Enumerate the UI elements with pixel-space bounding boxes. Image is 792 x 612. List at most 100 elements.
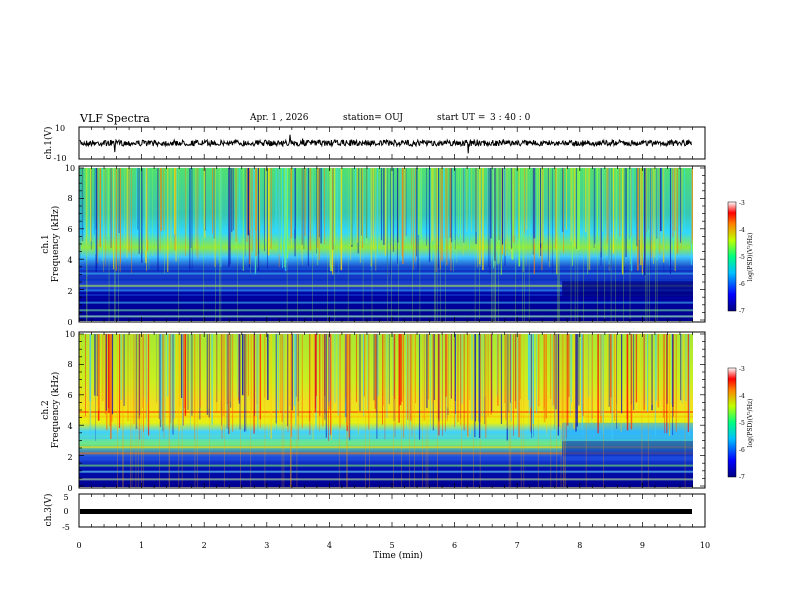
spectrogram-streak	[345, 334, 347, 423]
spectrogram-streak	[600, 168, 602, 258]
spectrogram-streak	[370, 168, 373, 267]
spectrogram-streak	[112, 168, 114, 270]
spectrogram-streak	[216, 334, 218, 413]
spectrogram-streak	[517, 334, 519, 439]
spectrogram-streak	[279, 334, 280, 424]
spectrogram-streak	[613, 334, 616, 422]
spectrogram-streak	[386, 334, 388, 419]
spectrogram-streak	[641, 168, 643, 274]
spectrogram-streak	[87, 168, 89, 239]
spectrogram-streak	[525, 168, 527, 267]
spectrogram-line	[194, 334, 196, 487]
spectrogram-streak	[510, 334, 512, 421]
spectrogram-line	[290, 334, 292, 487]
spectrogram-streak	[344, 334, 346, 403]
spectrogram-streak	[436, 168, 438, 246]
x-tick-10: 10	[700, 541, 710, 550]
spectrogram-streak	[375, 334, 377, 413]
spectrogram-streak	[548, 168, 549, 262]
spectrogram-streak	[223, 334, 225, 416]
spectrogram-streak	[138, 168, 140, 254]
spectrogram-streak	[654, 334, 656, 436]
spectrogram-streak	[490, 334, 492, 415]
spectrogram-streak	[490, 168, 492, 239]
spectrogram-streak	[336, 168, 338, 261]
spectrogram-streak	[176, 168, 178, 235]
spectrogram-streak	[487, 168, 489, 240]
spectrogram-streak	[508, 168, 510, 256]
spectrogram-streak	[482, 168, 484, 271]
spectrogram-streak	[503, 168, 505, 254]
spectrogram-streak	[523, 334, 525, 399]
spectrogram-streak	[393, 334, 395, 421]
spectrogram-streak	[191, 334, 193, 416]
spectrogram-streak	[454, 334, 456, 401]
spectrogram-streak	[220, 168, 222, 268]
spectrogram-streak	[658, 334, 660, 413]
spectrogram-streak	[542, 168, 544, 241]
spectrogram-streak	[578, 334, 580, 406]
spectrogram-streak	[554, 334, 556, 409]
spectrogram-streak	[607, 168, 610, 241]
ch2-ytick-2: 2	[67, 453, 72, 462]
start-time-value: 3 : 40 : 0	[490, 113, 531, 123]
spectrogram-streak	[411, 334, 413, 437]
spectrogram-streak	[334, 168, 337, 245]
spectrogram-streak	[576, 168, 578, 249]
spectrogram-line	[473, 334, 474, 487]
spectrogram-line	[414, 334, 415, 487]
ch2-spectrogram-marks	[79, 334, 693, 487]
spectrogram-streak	[460, 168, 461, 239]
x-tick-1: 1	[139, 541, 144, 550]
spectrogram-streak	[519, 334, 521, 400]
spectrogram-streak	[332, 168, 334, 250]
spectrogram-streak	[420, 168, 422, 243]
spectrogram-line	[196, 334, 198, 487]
ch3-trace	[80, 509, 692, 514]
spectrogram-line	[122, 334, 123, 487]
spectrogram-event-region	[562, 422, 693, 442]
spectrogram-streak	[572, 334, 575, 429]
spectrogram-line	[558, 168, 559, 321]
spectrogram-streak	[458, 168, 459, 235]
spectrogram-streak	[147, 168, 149, 240]
spectrogram-line	[364, 334, 366, 487]
spectrogram-streak	[204, 168, 206, 238]
spectrogram-streak	[647, 334, 649, 412]
spectrogram-streak	[484, 334, 486, 397]
spectrogram-streak	[505, 334, 507, 420]
spectrogram-line	[537, 334, 539, 487]
spectrogram-streak	[96, 334, 99, 396]
ch1-ytick-0: 0	[67, 318, 72, 327]
ch1-cbar-tick-6: -6	[739, 281, 745, 288]
spectrogram-streak	[164, 334, 166, 436]
spectrogram-line	[574, 168, 576, 321]
spectrogram-line	[425, 334, 427, 487]
spectrogram-streak	[481, 334, 484, 417]
spectrogram-streak	[576, 334, 578, 427]
spectrogram-line	[286, 168, 288, 321]
ch1-cbar-tick-3: -3	[739, 200, 745, 207]
spectrogram-streak	[322, 334, 324, 427]
spectrogram-streak	[401, 334, 403, 402]
spectrogram-streak	[454, 168, 456, 242]
spectrogram-line	[369, 334, 370, 487]
spectrogram-line	[641, 334, 643, 487]
spectrogram-streak	[562, 334, 564, 420]
spectrogram-line	[495, 168, 497, 321]
spectrogram-streak	[474, 334, 477, 422]
spectrogram-line	[168, 334, 170, 487]
spectrogram-streak	[284, 168, 287, 272]
spectrogram-line	[203, 168, 205, 321]
spectrogram-streak	[394, 334, 396, 437]
spectrogram-streak	[199, 168, 201, 247]
spectrogram-streak	[381, 168, 382, 241]
spectrogram-streak	[500, 168, 502, 275]
spectrogram-streak	[452, 168, 454, 258]
spectrogram-line	[597, 168, 598, 321]
spectrogram-streak	[608, 334, 611, 407]
spectrogram-streak	[255, 168, 257, 231]
spectrogram-streak	[675, 334, 677, 432]
spectrogram-line	[419, 168, 421, 321]
spectrogram-streak	[597, 334, 599, 434]
